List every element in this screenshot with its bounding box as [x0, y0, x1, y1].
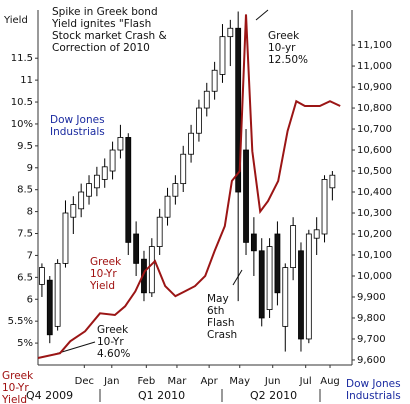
candle-body — [196, 107, 202, 134]
y2-tick-label: 10,500 — [357, 166, 392, 177]
candle-body — [70, 204, 77, 218]
candle-body — [62, 212, 69, 264]
candle-body — [148, 246, 155, 294]
y2-tick-label: 10,300 — [357, 208, 392, 219]
candle-body — [117, 137, 124, 151]
quarter-label: Q4 2009 — [26, 389, 73, 402]
candle-body — [258, 250, 265, 319]
candle-body — [305, 233, 312, 340]
y2-tick-label: 10,100 — [357, 250, 392, 261]
candle-body — [227, 27, 234, 38]
candle-body — [290, 225, 297, 268]
candle-body — [109, 149, 116, 172]
chart-title: Spike in Greek bond Yield ignites "Flash… — [52, 6, 167, 54]
candle-body — [321, 179, 328, 235]
candle-body — [274, 233, 281, 294]
quarter-label: Q1 2010 — [138, 389, 185, 402]
y-tick-label: 6 — [27, 294, 33, 305]
y2-tick-label: 11,100 — [357, 40, 392, 51]
y2-tick-label: 10,000 — [357, 271, 392, 282]
y2-tick-label: 10,800 — [357, 103, 392, 114]
y2-tick-label: 10,900 — [357, 82, 392, 93]
candle-body — [172, 183, 179, 197]
annotation: May 6th Flash Crash — [207, 293, 238, 341]
candle-body — [125, 137, 132, 243]
annotation: Greek 10-Yr 4.60% — [97, 324, 131, 360]
candle-body — [282, 267, 289, 327]
candle-body — [164, 195, 171, 218]
leader-line — [232, 269, 243, 286]
y-tick-label: 10% — [11, 119, 33, 130]
candle-body — [250, 233, 257, 252]
x-tick-label: Mar — [168, 376, 188, 387]
y2-tick-label: 11,000 — [357, 61, 392, 72]
candle-body — [211, 69, 218, 92]
y2-tick-label: 9,800 — [357, 313, 386, 324]
series-label: Greek 10-Yr Yield — [90, 256, 122, 292]
y-tick-label: 8.5 — [17, 185, 33, 196]
y2-tick-label: 9,700 — [357, 334, 386, 345]
x-tick-label: Jun — [264, 376, 281, 387]
candle-body — [203, 90, 210, 109]
leader-line — [255, 9, 269, 21]
y2-tick-label: 10,400 — [357, 187, 392, 198]
legend-entry: Greek 10-Yr Yield — [2, 370, 34, 404]
x-tick-label: Feb — [137, 376, 155, 387]
x-tick-label: Jul — [299, 376, 312, 387]
x-tick-label: Apr — [200, 376, 218, 387]
y2-tick-label: 10,700 — [357, 124, 392, 135]
x-tick-label: Jan — [103, 376, 119, 387]
candle-body — [78, 191, 85, 210]
candle-body — [86, 183, 92, 197]
candle-body — [329, 174, 336, 189]
candle-body — [39, 267, 45, 285]
y-axis-label: Yield — [3, 15, 28, 26]
y-tick-label: 9 — [27, 163, 33, 174]
candle-body — [180, 153, 187, 185]
candle-body — [188, 132, 194, 155]
candle-body — [235, 27, 242, 193]
y2-tick-label: 9,900 — [357, 292, 386, 303]
y-tick-label: 9.5 — [17, 141, 33, 152]
series-label: Dow Jones Industrials — [50, 114, 105, 138]
y2-tick-label: 10,600 — [357, 145, 392, 156]
candle-body — [54, 262, 61, 327]
yield-line — [37, 14, 341, 359]
candle-body — [219, 36, 226, 75]
x-tick-label: May — [229, 376, 250, 387]
candle-body — [46, 279, 53, 336]
y2-tick-label: 9,600 — [357, 355, 386, 366]
y2-tick-label: 10,200 — [357, 229, 392, 240]
candle-body — [298, 250, 304, 340]
y-tick-label: 5.5% — [8, 316, 33, 327]
annotation: Greek 10-yr 12.50% — [268, 30, 309, 66]
y-tick-label: 7.5 — [17, 229, 33, 240]
candle-body — [101, 166, 108, 180]
y-tick-label: 8 — [27, 207, 33, 218]
x-tick-label: Aug — [320, 376, 340, 387]
y-tick-label: 10.5 — [11, 97, 33, 108]
x-tick-label: Dec — [75, 376, 94, 387]
y-tick-label: 6.5 — [17, 272, 33, 283]
y-tick-label: 5% — [17, 338, 33, 349]
legend-entry: Dow Jones Industrials — [346, 378, 401, 402]
candle-body — [243, 149, 249, 243]
y-tick-label: 11 — [20, 75, 33, 86]
candle-body — [133, 233, 140, 264]
candle-body — [156, 216, 163, 247]
y-tick-label: 11.5 — [11, 53, 33, 64]
quarter-label: Q2 2010 — [250, 389, 297, 402]
y-tick-label: 7 — [27, 250, 33, 261]
candle-body — [313, 229, 320, 239]
candle-body — [266, 246, 273, 310]
candle-body — [93, 174, 100, 189]
